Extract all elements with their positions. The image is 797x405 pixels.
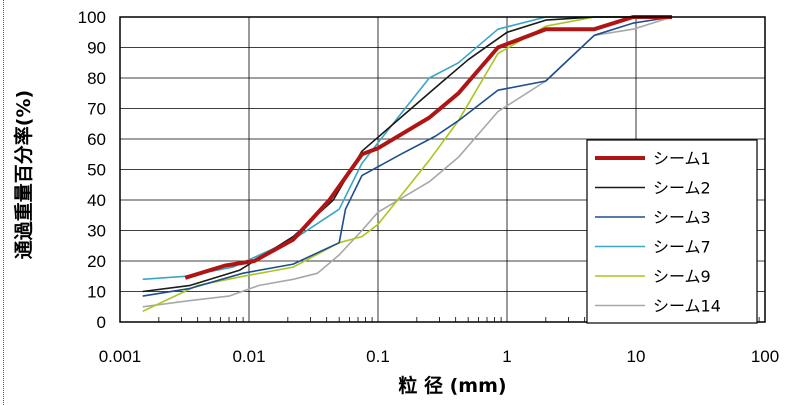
x-tick-label: 0.01 — [232, 347, 265, 366]
series-line-3 — [142, 16, 673, 297]
tick-labels: 0 10 20 30 40 50 60 70 80 90 100 0.001 0.01 0.1 1 10 100 — [78, 8, 780, 366]
x-axis-title: 粒 径 (mm) — [398, 374, 506, 397]
x-tick-label: 10 — [627, 347, 646, 366]
y-tick-label: 70 — [87, 100, 106, 119]
series-line-2 — [142, 16, 672, 293]
x-tick-label: 0.1 — [366, 347, 390, 366]
legend-label: シーム2 — [653, 179, 711, 198]
y-tick-label: 20 — [87, 252, 106, 271]
y-tick-label: 90 — [87, 39, 106, 58]
legend: シーム1 シーム2 シーム3 シーム7 シーム9 シーム14 — [586, 139, 758, 324]
y-tick-label: 40 — [87, 191, 106, 210]
series-line-5 — [142, 16, 672, 313]
y-tick-label: 30 — [87, 222, 106, 241]
series-line-1 — [184, 15, 672, 280]
y-axis-title: 通過重量百分率(%) — [12, 90, 35, 259]
legend-label: シーム9 — [653, 267, 711, 286]
y-tick-label: 100 — [78, 8, 106, 27]
y-tick-label: 50 — [87, 161, 106, 180]
left-edge-dotted-border — [3, 0, 5, 405]
y-tick-label: 0 — [97, 313, 106, 332]
y-tick-label: 60 — [87, 130, 106, 149]
legend-box — [586, 139, 758, 324]
y-tick-label: 80 — [87, 69, 106, 88]
x-tick-label: 100 — [751, 347, 779, 366]
legend-label: シーム1 — [653, 149, 711, 168]
plot-frame — [119, 16, 766, 323]
legend-label: シーム14 — [653, 297, 721, 316]
legend-label: シーム7 — [653, 238, 711, 257]
x-tick-label: 1 — [502, 347, 511, 366]
y-tick-label: 10 — [87, 283, 106, 302]
x-tick-label: 0.001 — [99, 347, 142, 366]
legend-label: シーム3 — [653, 208, 711, 227]
